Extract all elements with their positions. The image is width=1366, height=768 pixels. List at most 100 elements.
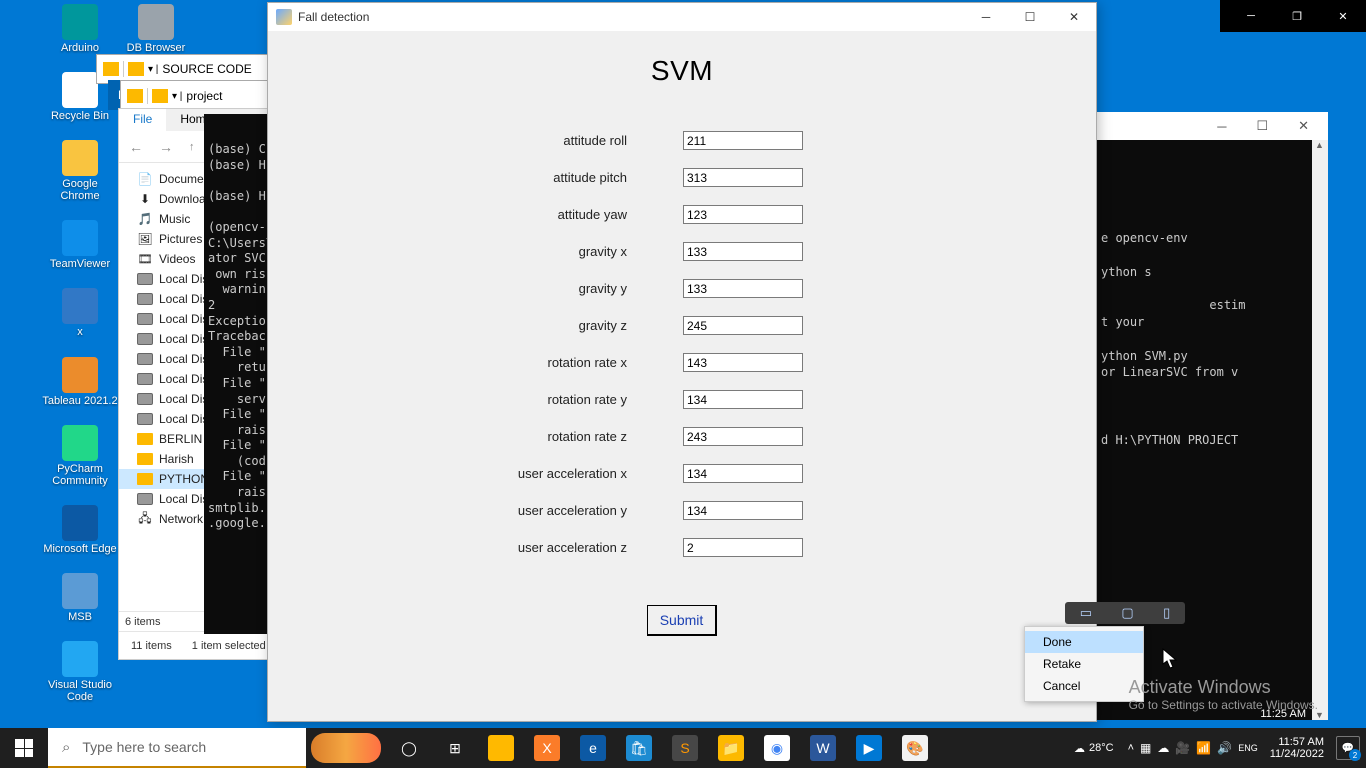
submit-button[interactable]: Submit [647,605,718,636]
explorer-icon: 📁 [718,735,744,761]
start-button[interactable] [0,728,48,768]
maximize-button[interactable]: ☐ [1008,3,1052,31]
taskbar: ⌕ Type here to search ◯⊞ Xe 🛍 S 📁 ◉W▶🎨 ☁ 28°C… [0,728,1366,768]
snip-cancel[interactable]: Cancel [1025,675,1143,697]
taskbar-sublime[interactable]: S [662,728,708,768]
form-row: user acceleration y [268,501,1096,520]
sublime-icon: S [672,735,698,761]
scrollbar[interactable] [1312,140,1328,720]
taskbar-store[interactable]: 🛍 [616,728,662,768]
desktop-icon[interactable]: Arduino [42,4,118,54]
tree-item-label: Harish [159,452,194,466]
desktop-icon[interactable]: Google Chrome [42,140,118,202]
app-icon [62,641,98,677]
field-label: gravity z [268,318,683,333]
snip-context-menu: Done Retake Cancel [1024,626,1144,702]
form-row: attitude roll [268,131,1096,150]
language-icon[interactable]: ENG [1238,743,1258,753]
nav-forward-icon[interactable]: → [159,139,173,155]
taskbar-chrome[interactable]: ◉ [754,728,800,768]
taskbar-widget[interactable] [306,728,386,768]
snip-retake[interactable]: Retake [1025,653,1143,675]
desktop-icon[interactable]: MSB [42,573,118,623]
volume-icon[interactable]: 🔊 [1217,741,1232,755]
wifi-icon[interactable]: 📶 [1196,741,1211,755]
nav-up-icon[interactable]: ↑ [189,141,195,153]
close-button[interactable]: ✕ [1052,3,1096,31]
desktop-icon[interactable]: x [42,288,118,338]
snip-tool-icon[interactable]: ▢ [1121,605,1133,621]
tree-item-icon: 📄 [137,172,153,186]
folder-icon [127,89,143,103]
taskbar-xampp[interactable]: X [524,728,570,768]
meet-now-icon[interactable]: 🎥 [1175,741,1190,755]
snip-tool-icon[interactable]: ▯ [1163,605,1170,621]
taskbar-word[interactable]: W [800,728,846,768]
field-input-user-acceleration-x[interactable] [683,464,803,483]
field-input-rotation-rate-y[interactable] [683,390,803,409]
minimize-button[interactable]: ─ [964,3,1008,31]
taskbar-films[interactable]: ▶ [846,728,892,768]
snip-done[interactable]: Done [1025,631,1143,653]
close-icon[interactable]: ✕ [1298,118,1309,134]
field-input-attitude-pitch[interactable] [683,168,803,187]
desktop-icon-label: Visual Studio Code [42,679,118,703]
weather-icon: ☁ [1074,742,1085,755]
field-label: gravity x [268,244,683,259]
desktop-icon[interactable]: PyCharm Community [42,425,118,487]
minimize-icon[interactable]: ─ [1217,119,1226,134]
maximize-icon[interactable]: ❐ [1274,0,1320,32]
desktop-icon-label: Recycle Bin [51,110,109,122]
field-input-user-acceleration-y[interactable] [683,501,803,520]
taskbar-cortana[interactable]: ◯ [386,728,432,768]
field-input-gravity-x[interactable] [683,242,803,261]
field-label: gravity y [268,281,683,296]
tray-chevron-icon[interactable]: ˄ [1128,742,1134,754]
desktop-icon-label: Arduino [61,42,99,54]
taskbar-search[interactable]: ⌕ Type here to search [48,728,306,768]
desktop-icon-label: TeamViewer [50,258,110,270]
folder-icon [152,89,168,103]
desktop-icon[interactable]: Visual Studio Code [42,641,118,703]
desktop-icon[interactable]: Tableau 2021.2 [42,357,118,407]
snip-tool-icon[interactable]: ▭ [1080,605,1092,621]
taskbar-taskview[interactable]: ⊞ [432,728,478,768]
weather-widget[interactable]: ☁ 28°C [1074,742,1114,755]
field-label: rotation rate x [268,355,683,370]
taskbar-explorer[interactable]: 📁 [708,728,754,768]
field-input-attitude-roll[interactable] [683,131,803,150]
field-label: attitude pitch [268,170,683,185]
tree-item-label: Music [159,212,190,226]
desktop-icon[interactable]: Microsoft Edge [42,505,118,555]
desktop-icon-label: x [77,326,83,338]
close-icon[interactable]: ✕ [1320,0,1366,32]
tree-item-icon [137,453,153,465]
tree-item-icon: 🎞 [137,252,153,266]
field-input-user-acceleration-z[interactable] [683,538,803,557]
field-input-attitude-yaw[interactable] [683,205,803,224]
taskbar-paint[interactable]: 🎨 [892,728,938,768]
tray-app-icon[interactable]: ▦ [1140,741,1151,755]
tab-file[interactable]: File [119,109,166,131]
desktop-icon[interactable]: TeamViewer [42,220,118,270]
black-titlebar: ─ ❐ ✕ [1220,0,1366,32]
taskbar-sticky[interactable] [478,728,524,768]
taskbar-clock[interactable]: 11:57 AM 11/24/2022 [1270,736,1324,760]
tree-item-icon: ⬇ [137,192,153,206]
store-icon: 🛍 [626,735,652,761]
clock-time: 11:57 AM [1270,736,1324,748]
minimize-icon[interactable]: ─ [1228,0,1274,32]
taskbar-edge[interactable]: e [570,728,616,768]
anaconda-console[interactable]: (base) C (base) H (base) H (opencv- C:\U… [204,114,274,634]
field-label: rotation rate z [268,429,683,444]
field-label: attitude roll [268,133,683,148]
maximize-icon[interactable]: ☐ [1256,118,1268,134]
nav-back-icon[interactable]: ← [129,139,143,155]
field-input-gravity-z[interactable] [683,316,803,335]
onedrive-icon[interactable]: ☁ [1157,741,1169,755]
field-input-rotation-rate-z[interactable] [683,427,803,446]
field-input-gravity-y[interactable] [683,279,803,298]
field-input-rotation-rate-x[interactable] [683,353,803,372]
action-center-icon[interactable]: 💬2 [1336,736,1360,760]
status-selected: 1 item selected [192,640,266,652]
